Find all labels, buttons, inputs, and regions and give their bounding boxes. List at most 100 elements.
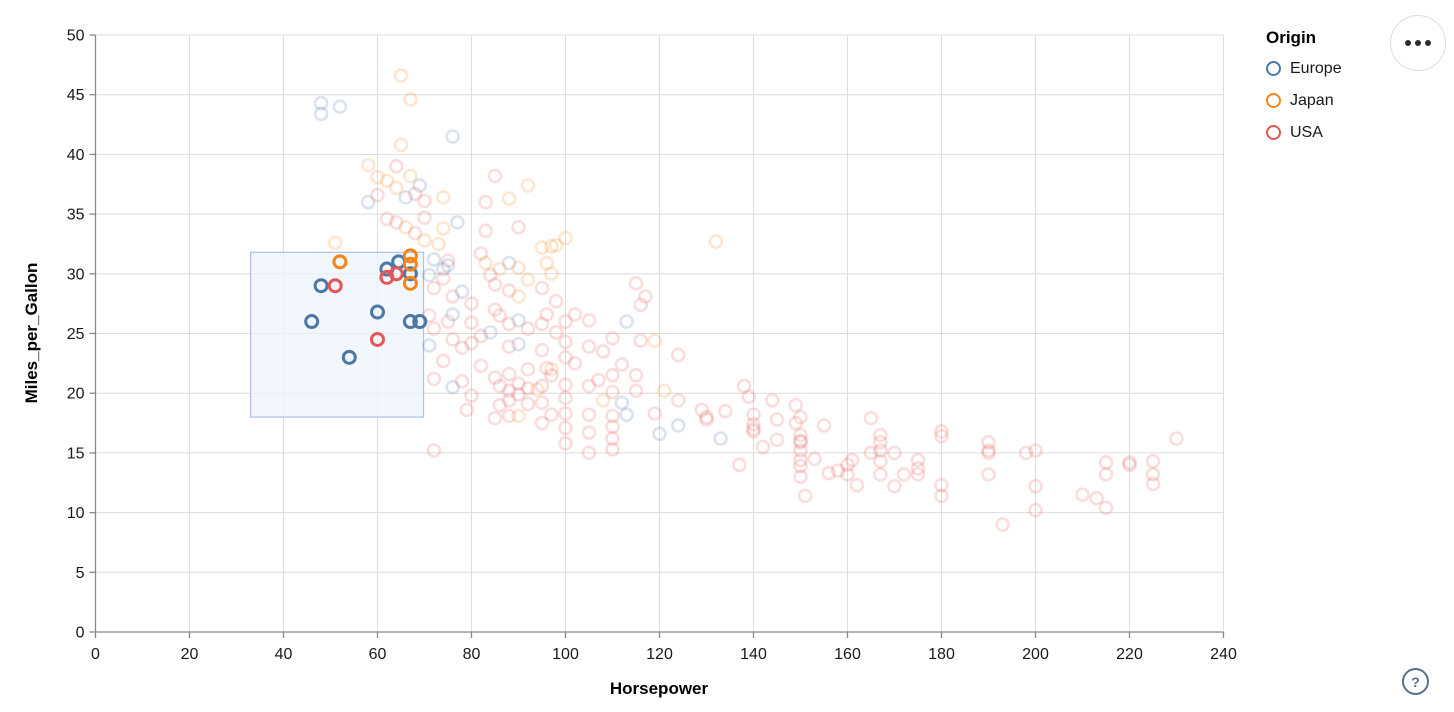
brush-selection[interactable] [250,251,425,418]
point-unselected-usa[interactable] [638,289,653,304]
point-unselected-japan[interactable] [398,219,414,235]
point-unselected-usa[interactable] [910,467,926,482]
point-unselected-japan[interactable] [520,178,536,193]
point-unselected-usa[interactable] [1145,453,1161,469]
point-unselected-usa[interactable] [581,339,597,354]
point-unselected-usa[interactable] [793,458,808,474]
point-unselected-europe[interactable] [445,129,461,144]
point-unselected-usa[interactable] [605,442,620,457]
point-unselected-usa[interactable] [370,187,385,203]
point-unselected-europe[interactable] [445,379,461,395]
point-unselected-usa[interactable] [670,347,686,363]
point-unselected-usa[interactable] [769,412,785,427]
point-unselected-usa[interactable] [746,407,761,422]
point-unselected-japan[interactable] [595,393,611,408]
point-selected-europe[interactable] [370,304,385,320]
point-selected-europe[interactable] [304,314,320,330]
point-unselected-usa[interactable] [1122,457,1137,473]
point-unselected-usa[interactable] [388,215,404,230]
point-unselected-usa[interactable] [581,425,597,440]
point-selected-japan[interactable] [332,254,348,270]
point-unselected-usa[interactable] [440,314,456,329]
point-unselected-japan[interactable] [379,173,395,188]
point-unselected-japan[interactable] [544,266,559,282]
point-unselected-japan[interactable] [511,408,526,424]
point-unselected-europe[interactable] [445,307,461,322]
point-unselected-usa[interactable] [591,372,606,388]
point-unselected-japan[interactable] [501,191,517,206]
point-unselected-usa[interactable] [741,389,757,405]
point-unselected-japan[interactable] [529,382,545,397]
point-unselected-usa[interactable] [417,210,432,225]
point-unselected-usa[interactable] [605,431,620,446]
point-unselected-usa[interactable] [501,383,517,399]
point-unselected-usa[interactable] [558,420,573,436]
point-unselected-europe[interactable] [511,313,526,328]
point-unselected-usa[interactable] [539,360,555,376]
point-unselected-usa[interactable] [910,452,926,468]
point-unselected-usa[interactable] [478,223,493,239]
point-unselected-usa[interactable] [981,443,996,458]
point-unselected-usa[interactable] [981,445,996,461]
point-unselected-usa[interactable] [454,340,470,356]
menu-button[interactable] [1390,15,1446,71]
point-unselected-europe[interactable] [501,255,517,271]
point-unselected-usa[interactable] [487,277,503,292]
point-unselected-japan[interactable] [511,260,526,276]
point-unselected-usa[interactable] [830,463,846,479]
point-unselected-usa[interactable] [934,424,949,439]
point-unselected-japan[interactable] [520,272,536,288]
point-unselected-usa[interactable] [511,376,526,391]
point-unselected-usa[interactable] [1169,431,1184,446]
point-unselected-usa[interactable] [558,436,573,451]
point-unselected-usa[interactable] [614,357,630,372]
point-unselected-europe[interactable] [360,194,376,210]
point-unselected-usa[interactable] [797,488,813,504]
point-unselected-europe[interactable] [713,431,728,446]
point-unselected-usa[interactable] [793,433,808,449]
point-unselected-japan[interactable] [417,233,432,248]
point-unselected-japan[interactable] [492,261,508,277]
point-selected-europe[interactable] [341,349,357,365]
point-unselected-japan[interactable] [327,235,343,251]
point-unselected-usa[interactable] [1098,500,1114,516]
legend-item-europe[interactable]: Europe [1266,58,1342,79]
point-unselected-japan[interactable] [539,255,555,271]
point-unselected-usa[interactable] [482,267,498,283]
point-unselected-usa[interactable] [464,296,479,311]
point-unselected-usa[interactable] [407,186,423,202]
point-unselected-usa[interactable] [581,313,597,328]
point-unselected-usa[interactable] [501,393,517,408]
point-unselected-usa[interactable] [544,367,559,383]
point-unselected-usa[interactable] [910,461,926,476]
point-unselected-usa[interactable] [558,334,573,350]
point-unselected-usa[interactable] [755,439,771,455]
point-unselected-usa[interactable] [426,443,442,458]
point-unselected-japan[interactable] [435,190,451,205]
point-unselected-usa[interactable] [426,280,442,296]
point-selected-japan[interactable] [402,256,418,272]
point-unselected-usa[interactable] [435,271,451,286]
point-unselected-usa[interactable] [558,390,573,406]
point-unselected-usa[interactable] [887,445,902,461]
point-unselected-usa[interactable] [492,378,508,394]
point-unselected-usa[interactable] [440,253,456,268]
point-unselected-usa[interactable] [793,443,808,458]
point-unselected-usa[interactable] [788,397,804,413]
point-unselected-usa[interactable] [746,421,761,437]
point-unselected-usa[interactable] [407,225,423,241]
point-unselected-japan[interactable] [647,333,663,348]
point-unselected-japan[interactable] [511,289,526,304]
point-unselected-japan[interactable] [548,237,564,253]
point-unselected-usa[interactable] [769,432,785,448]
point-unselected-japan[interactable] [656,383,672,399]
point-unselected-usa[interactable] [459,402,475,418]
point-unselected-japan[interactable] [558,230,573,246]
point-unselected-usa[interactable] [445,289,461,304]
point-unselected-usa[interactable] [844,452,860,468]
point-unselected-usa[interactable] [1122,455,1137,470]
legend-item-usa[interactable]: USA [1266,122,1342,143]
help-button[interactable]: ? [1402,668,1429,695]
point-unselected-usa[interactable] [1098,467,1114,482]
